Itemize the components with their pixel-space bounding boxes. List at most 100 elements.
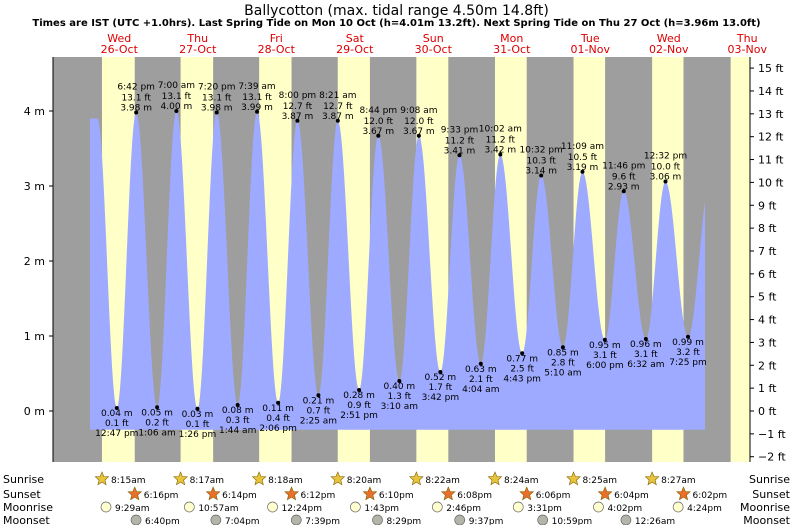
tide-height-m-label: 0.96 m bbox=[630, 340, 662, 350]
tide-height-ft-label: 13.1 ft bbox=[242, 93, 272, 103]
tide-height-ft-label: 1.7 ft bbox=[428, 383, 452, 393]
high-tide-point bbox=[663, 179, 668, 184]
day-date-label: 03-Nov bbox=[728, 43, 768, 56]
tide-time-label: 7:00 am bbox=[158, 81, 195, 91]
tide-height-m-label: 0.11 m bbox=[262, 404, 294, 414]
day-date-label: 31-Oct bbox=[493, 43, 531, 56]
tide-height-ft-label: 2.5 ft bbox=[510, 364, 534, 374]
sunset-time-label: 6:08pm bbox=[457, 491, 492, 501]
tide-height-m-label: 3.98 m bbox=[120, 104, 152, 114]
left-tick-label: 4 m bbox=[24, 105, 45, 118]
tide-height-ft-label: 12.0 ft bbox=[364, 117, 394, 127]
tide-height-ft-label: 13.1 ft bbox=[202, 94, 232, 104]
high-tide-point bbox=[539, 173, 544, 178]
high-tide-point bbox=[498, 152, 503, 157]
moonset-time-label: 10:59pm bbox=[552, 517, 592, 525]
sunrise-row-label-left: Sunrise bbox=[3, 473, 44, 486]
tide-time-label: 4:43 pm bbox=[503, 374, 541, 384]
right-tick-label: 7 ft bbox=[758, 245, 777, 258]
high-tide-point bbox=[214, 110, 219, 115]
sunset-icon bbox=[440, 486, 456, 501]
high-tide-point bbox=[255, 109, 260, 114]
sunrise-icon bbox=[487, 471, 503, 486]
high-tide-point bbox=[416, 133, 421, 138]
sunset-icon bbox=[127, 486, 143, 501]
tide-height-ft-label: 0.7 ft bbox=[307, 406, 331, 416]
tide-height-m-label: 3.42 m bbox=[484, 146, 516, 156]
moonset-time-label: 12:26am bbox=[635, 517, 675, 525]
sunrise-time-label: 8:25am bbox=[583, 476, 618, 486]
low-tide-point bbox=[397, 379, 402, 383]
tide-time-label: 9:33 pm bbox=[441, 125, 479, 135]
high-tide-point bbox=[457, 153, 462, 158]
tide-time-label: 3:42 pm bbox=[422, 393, 460, 403]
tide-height-ft-label: 0.1 ft bbox=[186, 420, 210, 430]
day-date-label: 01-Nov bbox=[571, 43, 611, 56]
sunrise-row-label-right: Sunrise bbox=[749, 473, 790, 486]
sunset-time-label: 6:06pm bbox=[536, 491, 571, 501]
low-tide-point bbox=[686, 334, 691, 339]
tide-time-label: 4:04 am bbox=[462, 385, 499, 395]
moonset-time-label: 9:37pm bbox=[469, 517, 504, 525]
low-tide-point bbox=[520, 351, 525, 356]
moonrise-time-label: 3:31pm bbox=[527, 504, 562, 514]
moonrise-time-label: 4:24pm bbox=[687, 504, 722, 514]
low-tide-point bbox=[155, 405, 160, 410]
day-name-label: Mon bbox=[500, 32, 523, 45]
tide-height-m-label: 4.00 m bbox=[161, 102, 193, 112]
high-tide-point bbox=[295, 118, 300, 123]
tide-height-m-label: 3.99 m bbox=[241, 103, 273, 113]
tide-height-m-label: 3.41 m bbox=[444, 146, 476, 156]
sunset-time-label: 6:02pm bbox=[692, 491, 727, 501]
moonrise-row-label-left: Moonrise bbox=[3, 501, 53, 514]
sunrise-time-label: 8:24am bbox=[504, 476, 538, 486]
tide-time-label: 6:32 am bbox=[627, 360, 664, 370]
tide-height-ft-label: 11.2 ft bbox=[445, 136, 475, 146]
tide-height-ft-label: 12.7 ft bbox=[323, 102, 353, 112]
tide-height-m-label: 0.95 m bbox=[589, 341, 621, 351]
day-name-label: Sat bbox=[346, 32, 365, 45]
tide-time-label: 3:10 am bbox=[381, 402, 418, 412]
left-tick-label: 1 m bbox=[24, 330, 45, 343]
tide-area bbox=[90, 111, 705, 430]
right-tick-label: 10 ft bbox=[758, 176, 784, 189]
tide-height-ft-label: 12.0 ft bbox=[404, 117, 434, 127]
sunrise-icon bbox=[251, 471, 267, 486]
tide-height-m-label: 3.19 m bbox=[567, 163, 599, 173]
tide-height-ft-label: 12.7 ft bbox=[283, 102, 313, 112]
tide-height-m-label: 0.05 m bbox=[141, 408, 173, 418]
tide-time-label: 12:32 pm bbox=[644, 152, 687, 162]
left-tick-label: 3 m bbox=[24, 180, 45, 193]
tide-time-label: 7:25 pm bbox=[669, 358, 707, 368]
day-name-label: Tue bbox=[580, 32, 600, 45]
low-tide-point bbox=[438, 370, 443, 374]
tide-time-label: 6:42 pm bbox=[117, 83, 155, 93]
moonset-time-label: 7:04pm bbox=[225, 517, 260, 525]
moonrise-time-label: 9:29am bbox=[115, 504, 150, 514]
tide-height-ft-label: 10.0 ft bbox=[651, 163, 681, 173]
low-tide-point bbox=[560, 345, 565, 350]
tide-height-m-label: 0.77 m bbox=[506, 354, 538, 364]
moonset-row-label-left: Moonset bbox=[3, 514, 50, 525]
sunrise-icon bbox=[330, 471, 346, 486]
right-tick-label: 15 ft bbox=[758, 62, 784, 75]
moonset-icon bbox=[210, 514, 222, 525]
tide-time-label: 1:44 am bbox=[219, 426, 256, 436]
left-tick-label: 2 m bbox=[24, 255, 45, 268]
tide-time-label: 7:20 pm bbox=[198, 83, 236, 93]
right-tick-label: 1 ft bbox=[758, 382, 777, 395]
low-tide-point bbox=[357, 388, 362, 392]
tide-time-label: 2:51 pm bbox=[340, 411, 378, 421]
day-name-label: Fri bbox=[270, 32, 283, 45]
low-tide-point bbox=[195, 406, 200, 411]
sunrise-time-label: 8:20am bbox=[347, 476, 382, 486]
tide-time-label: 10:02 am bbox=[479, 125, 522, 135]
sunrise-time-label: 8:18am bbox=[268, 476, 303, 486]
left-tick-label: 0 m bbox=[24, 405, 45, 418]
tide-height-ft-label: 11.2 ft bbox=[486, 136, 516, 146]
tide-time-label: 11:46 pm bbox=[602, 161, 645, 171]
sunrise-icon bbox=[644, 471, 660, 486]
tide-height-m-label: 0.04 m bbox=[101, 409, 133, 419]
tide-height-ft-label: 9.6 ft bbox=[612, 172, 636, 182]
